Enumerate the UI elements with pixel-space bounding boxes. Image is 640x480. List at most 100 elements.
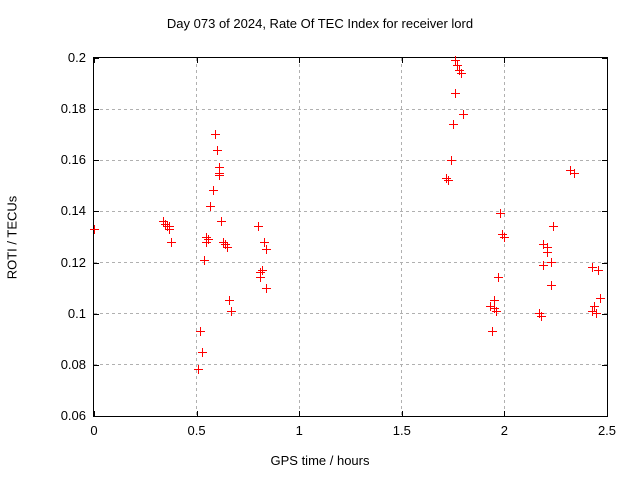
tick-mark <box>401 411 403 416</box>
data-point <box>261 283 271 293</box>
data-point <box>536 311 546 321</box>
data-point <box>446 155 456 165</box>
chart-title: Day 073 of 2024, Rate Of TEC Index for r… <box>166 16 474 31</box>
data-point <box>592 309 602 319</box>
data-point <box>448 119 458 129</box>
tick-mark <box>94 313 99 315</box>
data-point <box>167 237 177 247</box>
gridline-horizontal <box>94 364 607 366</box>
y-axis-label: ROTI / TECUs <box>4 195 20 280</box>
data-point <box>547 281 557 291</box>
data-point <box>214 171 224 181</box>
tick-mark <box>196 58 198 63</box>
data-point <box>588 263 598 273</box>
data-point <box>259 237 269 247</box>
tick-mark <box>602 160 607 162</box>
data-point <box>212 145 222 155</box>
data-point <box>222 242 232 252</box>
y-tick-label: 0.18 <box>60 101 86 117</box>
tick-mark <box>94 364 99 366</box>
gridline-vertical <box>401 58 403 416</box>
data-point <box>261 245 271 255</box>
tick-mark <box>602 313 607 315</box>
tick-mark <box>94 109 99 111</box>
gridline-horizontal <box>94 262 607 264</box>
data-point <box>255 268 265 278</box>
tick-mark <box>607 58 608 63</box>
tick-mark <box>94 211 99 213</box>
x-axis-label: GPS time / hours <box>270 453 370 468</box>
gridline-horizontal <box>94 159 607 161</box>
data-point <box>196 327 206 337</box>
data-point <box>549 222 559 232</box>
gridline-vertical <box>298 58 300 416</box>
x-tick-label: 2.5 <box>597 423 617 438</box>
tick-mark <box>504 411 506 416</box>
data-point <box>194 365 204 375</box>
data-point <box>89 224 99 234</box>
tick-mark <box>504 58 506 63</box>
data-point <box>208 186 218 196</box>
data-point <box>487 327 497 337</box>
data-point <box>216 217 226 227</box>
data-point <box>214 163 224 173</box>
tick-mark <box>299 411 301 416</box>
tick-mark <box>94 58 95 63</box>
data-point <box>569 168 579 178</box>
data-point <box>542 242 552 252</box>
tick-mark <box>94 262 99 264</box>
data-point <box>165 224 175 234</box>
tick-mark <box>602 416 607 417</box>
data-point <box>200 255 210 265</box>
tick-mark <box>299 58 301 63</box>
y-tick-label: 0.08 <box>60 356 86 372</box>
data-point <box>253 222 263 232</box>
x-tick-label: 0 <box>90 423 98 438</box>
y-tick-label: 0.16 <box>60 152 86 168</box>
data-point <box>210 130 220 140</box>
gridline-horizontal <box>94 210 607 212</box>
tick-mark <box>602 109 607 111</box>
x-tick-label: 0.5 <box>187 423 206 438</box>
data-point <box>495 209 505 219</box>
tick-mark <box>94 58 99 59</box>
data-point <box>255 273 265 283</box>
plot-area <box>89 56 608 417</box>
tick-mark <box>607 411 608 416</box>
data-point <box>202 237 212 247</box>
data-point <box>547 258 557 268</box>
x-tick-label: 1.5 <box>392 423 411 438</box>
data-point <box>491 306 501 316</box>
tick-mark <box>602 364 607 366</box>
tick-mark <box>196 411 198 416</box>
data-point <box>444 176 454 186</box>
x-tick-label: 1 <box>295 423 303 438</box>
y-tick-label: 0.14 <box>60 203 86 219</box>
data-point <box>450 89 460 99</box>
data-point <box>538 260 548 270</box>
tick-mark <box>94 160 99 162</box>
data-point <box>493 273 503 283</box>
y-tick-label: 0.2 <box>67 50 86 65</box>
tick-mark <box>94 411 95 416</box>
gridline-horizontal <box>94 108 607 110</box>
y-tick-label: 0.12 <box>60 254 86 270</box>
data-point <box>226 306 236 316</box>
gridline-vertical <box>196 58 198 416</box>
tick-mark <box>602 58 607 59</box>
data-point <box>499 232 509 242</box>
data-point <box>450 56 460 66</box>
y-tick-label: 0.06 <box>60 408 86 423</box>
y-tick-label: 0.1 <box>67 305 86 321</box>
data-point <box>198 347 208 357</box>
data-point <box>206 201 216 211</box>
gridline-horizontal <box>94 313 607 315</box>
tick-mark <box>401 58 403 63</box>
tick-mark <box>602 211 607 213</box>
tick-mark <box>602 262 607 264</box>
data-point <box>596 293 606 303</box>
tick-mark <box>94 416 99 417</box>
data-point <box>458 109 468 119</box>
data-point <box>590 301 600 311</box>
